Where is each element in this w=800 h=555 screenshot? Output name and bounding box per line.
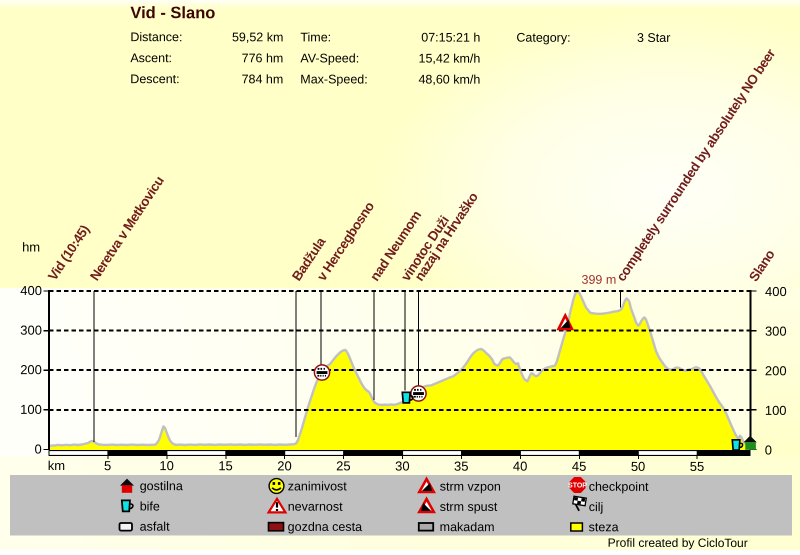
svg-text:300: 300 [765, 324, 787, 339]
svg-text:15: 15 [218, 458, 232, 473]
svg-text:35: 35 [454, 459, 468, 474]
svg-text:Descent:: Descent: [130, 72, 179, 86]
svg-text:hm: hm [22, 239, 40, 254]
svg-text:45: 45 [572, 459, 586, 474]
svg-text:25: 25 [336, 458, 350, 473]
svg-text:nevarnost: nevarnost [288, 500, 343, 514]
svg-text:300: 300 [20, 323, 42, 338]
svg-text:Vid - Slano: Vid - Slano [130, 4, 215, 22]
svg-text:100: 100 [20, 402, 42, 417]
svg-text:200: 200 [20, 362, 42, 377]
svg-text:Profil created by CicloTour: Profil created by CicloTour [608, 536, 748, 550]
svg-text:07:15:21 h: 07:15:21 h [421, 31, 480, 45]
svg-text:15,42 km/h: 15,42 km/h [418, 52, 480, 66]
svg-text:100: 100 [765, 403, 787, 418]
svg-text:50: 50 [631, 459, 645, 474]
svg-text:200: 200 [765, 363, 787, 378]
svg-text:40: 40 [513, 459, 527, 474]
svg-text:Ascent:: Ascent: [130, 51, 172, 65]
svg-text:48,60 km/h: 48,60 km/h [418, 73, 480, 87]
svg-text:Distance:: Distance: [130, 30, 182, 44]
svg-text:Category:: Category: [516, 31, 570, 45]
svg-text:Max-Speed:: Max-Speed: [300, 72, 367, 86]
svg-text:cilj: cilj [589, 500, 604, 514]
svg-text:Time:: Time: [300, 30, 331, 44]
svg-text:checkpoint: checkpoint [589, 480, 649, 494]
svg-text:zanimivost: zanimivost [288, 479, 348, 493]
svg-text:20: 20 [277, 458, 291, 473]
svg-text:steza: steza [589, 520, 619, 534]
svg-text:strm vzpon: strm vzpon [440, 480, 501, 494]
svg-text:strm spust: strm spust [440, 500, 498, 514]
svg-text:AV-Speed:: AV-Speed: [300, 51, 359, 65]
svg-text:3 Star: 3 Star [637, 31, 670, 45]
svg-text:asfalt: asfalt [140, 520, 170, 534]
svg-text:784 hm: 784 hm [242, 72, 284, 86]
svg-text:55: 55 [690, 459, 704, 474]
svg-text:gostilna: gostilna [140, 479, 183, 493]
svg-text:0: 0 [765, 443, 772, 458]
svg-text:km: km [48, 458, 65, 473]
svg-text:30: 30 [395, 458, 409, 473]
svg-text:gozdna cesta: gozdna cesta [288, 520, 362, 534]
svg-text:399 m: 399 m [582, 273, 617, 287]
svg-text:STOP: STOP [568, 483, 587, 490]
svg-text:400: 400 [20, 283, 42, 298]
svg-text:bife: bife [140, 499, 160, 513]
svg-text:59,52 km: 59,52 km [232, 30, 283, 44]
svg-text:5: 5 [104, 458, 111, 473]
svg-text:makadam: makadam [440, 520, 495, 534]
svg-text:0: 0 [35, 441, 42, 456]
svg-text:400: 400 [765, 284, 787, 299]
svg-text:776 hm: 776 hm [242, 51, 284, 65]
svg-text:10: 10 [159, 458, 173, 473]
